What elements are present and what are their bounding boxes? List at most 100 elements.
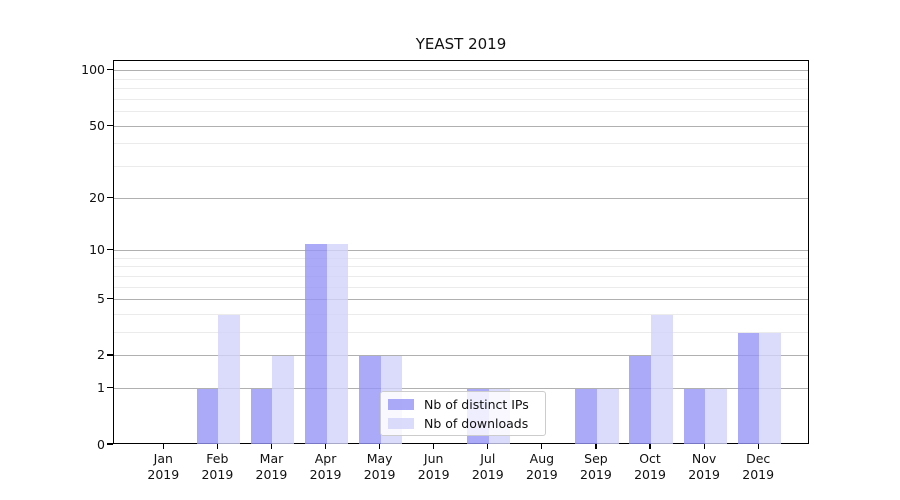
y-tick-label: 50 (89, 117, 105, 133)
y-tick-label: 2 (97, 347, 105, 363)
y-tick-label: 20 (89, 189, 105, 205)
x-tick-mark (379, 444, 381, 449)
y-tick-label: 10 (89, 242, 105, 258)
minor-gridline (114, 286, 808, 288)
x-tick-year: 2019 (201, 466, 234, 482)
chart-title: YEAST 2019 (415, 35, 507, 53)
major-gridline (114, 299, 808, 301)
x-tick-month: Feb (206, 451, 229, 466)
x-tick-month: Dec (746, 451, 771, 466)
minor-gridline (114, 111, 808, 113)
bar-downloads-oct (651, 314, 673, 444)
legend-row: Nb of distinct IPs (388, 398, 538, 411)
y-tick-mark (107, 387, 113, 389)
plot-area (113, 60, 809, 444)
bar-downloads-mar (272, 355, 295, 444)
x-tick-label-mar: Mar 2019 (241, 451, 301, 482)
minor-gridline (114, 166, 808, 168)
y-tick-mark (107, 354, 113, 356)
x-tick-label-aug: Aug 2019 (512, 451, 572, 482)
x-tick-label-jan: Jan 2019 (133, 451, 193, 482)
x-tick-mark (757, 444, 759, 449)
bar-downloads-apr (326, 243, 349, 444)
minor-gridline (114, 275, 808, 277)
minor-gridline (114, 332, 808, 334)
bar-distinct-ips-may (359, 355, 381, 444)
x-tick-month: Jun (423, 451, 444, 466)
x-tick-mark (595, 444, 597, 449)
x-tick-label-feb: Feb 2019 (187, 451, 247, 482)
y-tick-mark (107, 248, 113, 251)
x-tick-year: 2019 (309, 466, 342, 482)
y-tick-label: 100 (81, 62, 105, 78)
y-tick-mark (107, 69, 113, 71)
major-gridline (114, 250, 808, 252)
major-gridline (114, 70, 808, 72)
bar-distinct-ips-oct (629, 355, 651, 444)
x-tick-month: Jul (480, 451, 496, 466)
minor-gridline (114, 98, 808, 100)
y-tick-mark (107, 124, 113, 126)
major-gridline (114, 355, 808, 357)
x-tick-month: Mar (259, 451, 284, 466)
minor-gridline (114, 314, 808, 315)
legend-label-distinct-ips: Nb of distinct IPs (424, 396, 529, 412)
x-tick-month: Jan (153, 451, 173, 466)
x-tick-mark (703, 444, 705, 449)
y-tick-label: 0 (97, 436, 105, 452)
x-tick-label-nov: Nov 2019 (674, 451, 734, 482)
x-tick-month: Apr (314, 451, 337, 466)
major-gridline (114, 197, 808, 199)
x-tick-month: Nov (691, 451, 717, 466)
y-tick-label: 1 (97, 380, 105, 396)
minor-gridline (114, 266, 808, 268)
y-tick-mark (107, 443, 113, 445)
x-tick-year: 2019 (525, 466, 558, 482)
bar-distinct-ips-dec (737, 332, 760, 444)
x-tick-year: 2019 (255, 466, 288, 482)
x-tick-mark (433, 444, 435, 449)
x-tick-year: 2019 (580, 466, 612, 482)
legend-row: Nb of downloads (388, 417, 538, 430)
y-tick-label: 5 (97, 291, 105, 307)
x-tick-year: 2019 (471, 466, 504, 482)
x-tick-year: 2019 (742, 466, 775, 482)
major-gridline (114, 388, 808, 390)
legend-swatch-downloads (388, 417, 414, 429)
bar-distinct-ips-nov (683, 388, 706, 444)
bar-downloads-feb (218, 314, 240, 444)
x-tick-mark (324, 444, 327, 449)
minor-gridline (114, 78, 808, 80)
x-tick-label-jul: Jul 2019 (458, 451, 518, 482)
x-tick-mark (216, 444, 218, 449)
minor-gridline (114, 143, 808, 145)
x-tick-year: 2019 (147, 466, 180, 482)
x-tick-label-oct: Oct 2019 (620, 451, 680, 482)
bar-downloads-sep (596, 388, 619, 444)
x-tick-label-may: May 2019 (350, 451, 410, 482)
minor-gridline (114, 257, 808, 259)
x-tick-year: 2019 (634, 466, 666, 482)
x-tick-label-jun: Jun 2019 (404, 451, 464, 482)
legend-swatch-distinct-ips (388, 398, 414, 410)
x-tick-label-dec: Dec 2019 (728, 451, 788, 482)
bar-downloads-dec (759, 332, 781, 444)
x-tick-year: 2019 (688, 466, 720, 482)
x-tick-month: Oct (639, 451, 661, 466)
x-tick-year: 2019 (363, 466, 396, 482)
bar-distinct-ips-feb (196, 388, 219, 444)
x-tick-mark (162, 444, 164, 449)
x-tick-label-sep: Sep 2019 (566, 451, 626, 482)
bar-distinct-ips-mar (250, 388, 273, 444)
x-tick-mark (270, 444, 273, 449)
x-tick-month: Aug (529, 451, 555, 466)
x-tick-label-apr: Apr 2019 (296, 451, 356, 482)
bar-distinct-ips-sep (575, 388, 597, 444)
y-tick-mark (107, 196, 113, 198)
major-gridline (114, 125, 808, 127)
bar-distinct-ips-apr (304, 243, 327, 444)
x-tick-month: May (366, 451, 393, 466)
x-tick-mark (541, 444, 543, 449)
bar-downloads-nov (705, 388, 727, 444)
